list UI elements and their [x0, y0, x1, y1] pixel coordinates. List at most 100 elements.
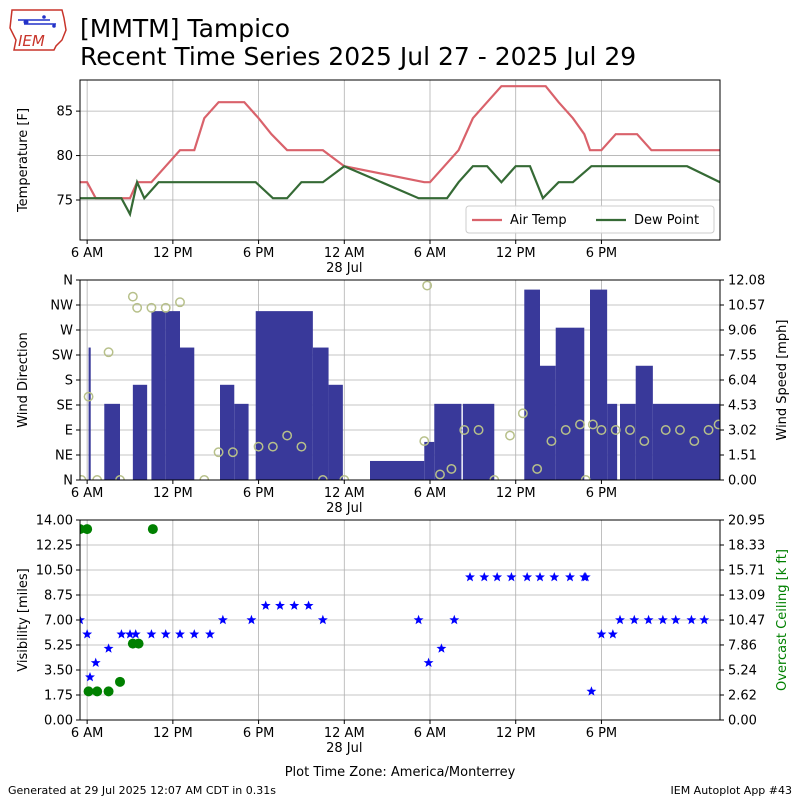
y-tick-label: 75 [56, 194, 73, 209]
y-axis-label: Wind Direction [16, 332, 31, 428]
x-tick-label: 12 PM [153, 246, 193, 261]
wind-direction-marker [675, 425, 685, 435]
wind-direction-marker [103, 347, 114, 358]
x-tick-label: 6 AM [71, 246, 104, 261]
y-tick-label: N [63, 274, 73, 289]
wind-direction-marker [146, 302, 157, 313]
air-temp-line [80, 85, 720, 200]
wind-speed-bar [255, 311, 313, 480]
wind-direction-marker [227, 447, 238, 458]
wind-direction-marker [127, 291, 138, 302]
dew-point-line [80, 164, 720, 218]
y-axis-label: Temperature [F] [16, 108, 31, 213]
wind-speed-bar [555, 327, 585, 480]
visibility-point [615, 614, 625, 625]
visibility-point [175, 629, 185, 639]
visibility-point [275, 600, 285, 610]
wind-direction-marker [610, 425, 621, 435]
visibility-point [130, 629, 141, 639]
visibility-point [643, 614, 654, 625]
visibility-point [189, 629, 200, 639]
wind-speed-bar [462, 403, 495, 480]
visibility-point [103, 643, 114, 653]
visibility-point [289, 600, 300, 610]
visibility-point [449, 614, 460, 625]
wind-speed-bar [652, 403, 670, 480]
plot-area [80, 85, 720, 218]
wind-direction-marker [546, 436, 557, 447]
visibility-point [436, 643, 447, 653]
x-tick-label: 12 AM [324, 246, 365, 261]
wind-direction-marker [575, 419, 585, 430]
wind-direction-marker [517, 408, 528, 419]
generated-timestamp: Generated at 29 Jul 2025 12:07 AM CDT in… [8, 784, 276, 797]
x-tick-label: 6 AM [414, 486, 447, 501]
wind-direction-marker [253, 441, 264, 452]
visibility-point [413, 614, 424, 625]
x-tick-label: 12 PM [496, 246, 536, 261]
x-tick-label: 6 PM [586, 486, 617, 501]
wind-direction-marker [267, 441, 278, 452]
x-tick-sublabel: 28 Jul [326, 261, 362, 276]
y-tick-label: N [63, 474, 73, 489]
x-tick-sublabel: 28 Jul [326, 501, 362, 516]
wind-direction-marker [596, 425, 607, 435]
legend-air-temp-label: Air Temp [510, 213, 567, 228]
y-right-tick-label: 10.57 [728, 299, 765, 314]
wind-direction-marker [473, 425, 484, 435]
station-title: [MMTM] Tampico [80, 14, 291, 43]
wind-speed-bar [151, 311, 166, 480]
visibility-point [629, 614, 640, 625]
visibility-point [699, 614, 710, 625]
wind-direction-marker [713, 419, 720, 430]
x-tick-label: 6 PM [586, 246, 617, 261]
wind-speed-bar [180, 347, 195, 480]
y-tick-label: NE [55, 449, 73, 464]
ceiling-point [147, 524, 158, 535]
y-tick-label: 7.00 [44, 614, 73, 629]
y-tick-label: E [65, 424, 73, 439]
visibility-point [80, 614, 85, 625]
wind-speed-bar [165, 311, 180, 480]
visibility-point [607, 629, 618, 639]
visibility-point [565, 571, 575, 582]
visibility-point [479, 571, 490, 582]
visibility-point [116, 629, 127, 639]
y-right-tick-label: 18.33 [728, 539, 765, 554]
y-tick-label: 8.75 [44, 589, 73, 604]
wind-direction-marker [459, 425, 470, 435]
visibility-point [85, 671, 95, 682]
y-tick-label: 80 [56, 149, 73, 164]
x-tick-label: 6 PM [243, 486, 274, 501]
visibility-point [90, 657, 101, 668]
visibility-point [535, 571, 545, 582]
wind-speed-bar [132, 384, 148, 480]
y-tick-label: 5.25 [44, 639, 73, 654]
visibility-point [160, 629, 171, 639]
y-tick-label: 14.00 [36, 514, 73, 529]
y-right-tick-label: 0.00 [728, 474, 757, 489]
wind-direction-marker [132, 302, 143, 313]
visibility-point [205, 629, 215, 639]
ceiling-point [83, 686, 94, 697]
y-right-tick-label: 2.62 [728, 688, 757, 703]
legend: Air Temp Dew Point [465, 205, 715, 234]
x-tick-label: 6 AM [71, 726, 104, 741]
y-tick-label: SW [52, 349, 73, 364]
visibility-point [522, 571, 533, 582]
wind-speed-bar [635, 365, 653, 480]
wind-direction-marker [560, 425, 571, 435]
x-tick-label: 6 AM [71, 486, 104, 501]
x-tick-sublabel: 28 Jul [326, 741, 362, 756]
y-tick-label: 12.25 [36, 539, 73, 554]
axes-frame [79, 79, 721, 241]
visibility-point [686, 614, 697, 625]
y-right-tick-label: 3.02 [728, 424, 757, 439]
y-tick-label: 0.00 [44, 714, 73, 729]
visibility-point [317, 614, 328, 625]
x-tick-label: 12 PM [153, 726, 193, 741]
legend-dew-point-label: Dew Point [634, 213, 699, 228]
wind-direction-marker [587, 419, 598, 430]
x-tick-label: 6 AM [414, 726, 447, 741]
